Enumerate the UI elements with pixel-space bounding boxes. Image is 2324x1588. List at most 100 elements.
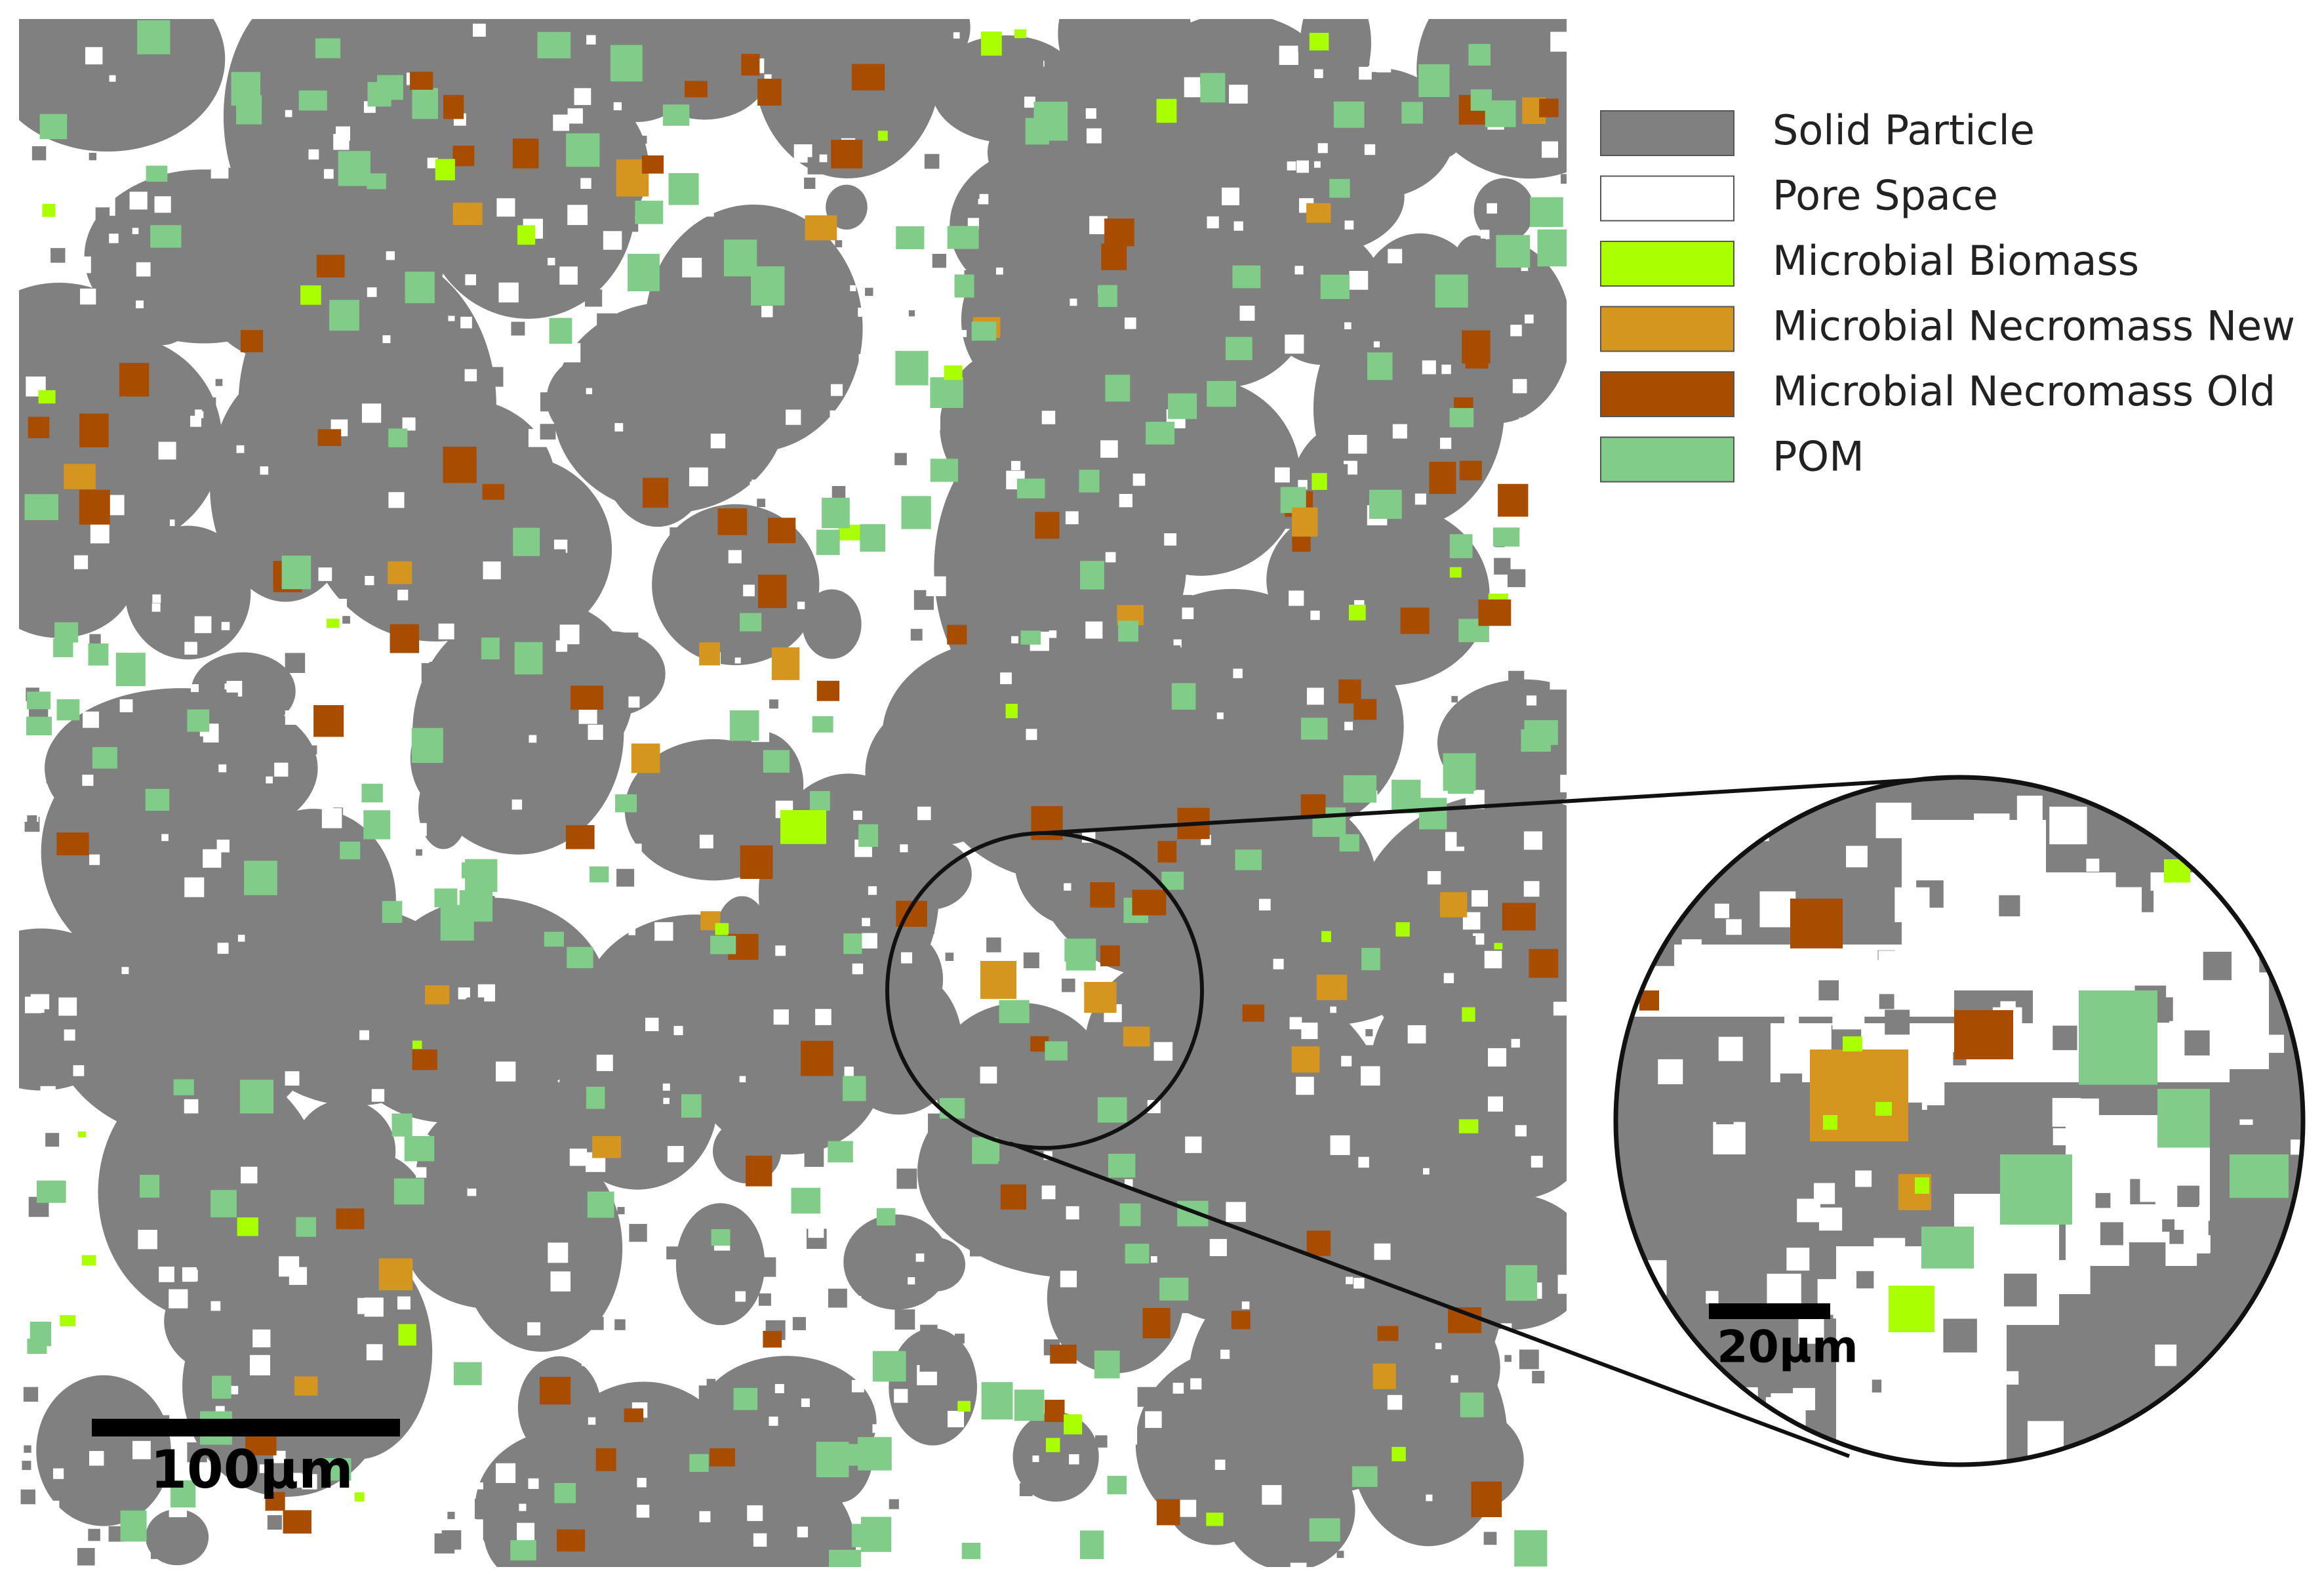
- solid-particle: [969, 381, 1112, 514]
- pixel-noise: [699, 689, 711, 702]
- pixel-noise: [249, 919, 256, 926]
- organic-patch: [954, 274, 974, 298]
- pixel-noise: [898, 527, 912, 542]
- pixel-noise: [1403, 151, 1411, 159]
- pixel-noise: [569, 1149, 588, 1166]
- pixel-noise: [24, 1445, 31, 1453]
- pixel-noise: [441, 651, 451, 661]
- pixel-noise: [89, 1451, 104, 1466]
- organic-patch: [877, 131, 888, 141]
- organic-patch: [1156, 1499, 1180, 1526]
- pixel-noise: [1065, 511, 1079, 525]
- pixel-noise: [661, 160, 676, 175]
- pixel-noise: [2066, 1404, 2096, 1435]
- pixel-noise: [750, 161, 761, 173]
- pixel-noise: [2235, 1087, 2268, 1120]
- pixel-noise: [50, 248, 66, 263]
- pixel-noise: [2140, 1177, 2165, 1202]
- pixel-noise: [441, 1530, 462, 1550]
- organic-patch: [79, 489, 110, 525]
- pixel-noise: [1473, 933, 1485, 945]
- pixel-noise: [527, 111, 546, 130]
- pixel-noise: [986, 937, 1001, 952]
- organic-patch: [2157, 1089, 2210, 1148]
- organic-patch: [1353, 699, 1377, 720]
- organic-patch: [336, 1208, 365, 1229]
- pixel-noise: [679, 881, 689, 891]
- pixel-noise: [581, 1351, 597, 1366]
- pixel-noise: [681, 961, 692, 971]
- pixel-noise: [2155, 1344, 2177, 1366]
- pixel-noise: [945, 952, 954, 961]
- pixel-noise: [1879, 994, 1894, 1009]
- organic-patch: [1235, 849, 1262, 870]
- organic-patch: [187, 709, 210, 732]
- organic-patch: [851, 64, 885, 91]
- pixel-noise: [81, 920, 100, 940]
- organic-patch: [1502, 903, 1536, 931]
- organic-patch: [283, 1510, 311, 1534]
- pixel-noise: [609, 1498, 619, 1509]
- pixel-noise: [1974, 813, 2010, 849]
- pixel-noise: [555, 640, 568, 652]
- pixel-noise: [957, 688, 967, 699]
- pixel-noise: [85, 1486, 97, 1498]
- pixel-noise: [535, 483, 552, 500]
- organic-patch: [1439, 892, 1468, 918]
- organic-patch: [858, 1436, 892, 1471]
- organic-patch: [1320, 274, 1350, 299]
- organic-patch: [1300, 718, 1328, 740]
- organic-patch: [1171, 683, 1196, 710]
- pixel-noise: [1082, 1083, 1093, 1094]
- pixel-noise: [302, 1474, 317, 1490]
- pixel-noise: [751, 479, 771, 499]
- pixel-noise: [1784, 1011, 1799, 1027]
- pixel-noise: [427, 157, 438, 169]
- pixel-noise: [794, 1014, 812, 1032]
- pixel-noise: [1927, 1105, 1963, 1141]
- pixel-noise: [1233, 668, 1243, 678]
- organic-patch: [56, 699, 80, 721]
- organic-patch: [1306, 203, 1331, 223]
- pixel-noise: [1285, 691, 1294, 701]
- pixel-noise: [992, 1515, 1011, 1533]
- pixel-noise: [636, 1505, 650, 1518]
- organic-patch: [1300, 794, 1326, 816]
- pixel-noise: [1560, 193, 1567, 207]
- pixel-noise: [158, 441, 176, 460]
- pixel-noise: [143, 153, 157, 167]
- organic-patch: [245, 1433, 277, 1456]
- pixel-noise: [134, 754, 150, 771]
- pixel-noise: [1341, 1055, 1352, 1067]
- pixel-noise: [555, 136, 565, 146]
- pixel-noise: [1544, 1155, 1552, 1162]
- pixel-noise: [853, 811, 863, 820]
- organic-patch: [92, 746, 117, 769]
- organic-patch: [1108, 1153, 1136, 1178]
- pixel-noise: [138, 996, 153, 1011]
- pixel-noise: [521, 471, 534, 484]
- pixel-noise: [1456, 831, 1472, 847]
- pixel-noise: [1203, 511, 1212, 520]
- pixel-noise: [882, 630, 903, 650]
- pixel-noise: [64, 1029, 75, 1041]
- pixel-noise: [517, 1522, 535, 1541]
- organic-patch: [316, 254, 345, 277]
- organic-patch: [1537, 229, 1567, 267]
- pixel-noise: [1368, 639, 1382, 652]
- pixel-noise: [1780, 1073, 1803, 1095]
- pixel-noise: [982, 804, 998, 819]
- solid-particle: [36, 1375, 171, 1526]
- pixel-noise: [2244, 891, 2277, 925]
- pixel-noise: [588, 724, 603, 741]
- pixel-noise: [84, 62, 104, 81]
- pixel-noise: [1041, 411, 1056, 424]
- soil-map: [19, 19, 1567, 1567]
- pixel-noise: [664, 218, 678, 232]
- organic-patch: [740, 613, 762, 632]
- pixel-noise: [1551, 1334, 1561, 1343]
- pixel-noise: [2203, 952, 2232, 981]
- organic-patch: [1119, 1203, 1141, 1227]
- organic-patch: [930, 458, 959, 482]
- pixel-noise: [1373, 341, 1380, 348]
